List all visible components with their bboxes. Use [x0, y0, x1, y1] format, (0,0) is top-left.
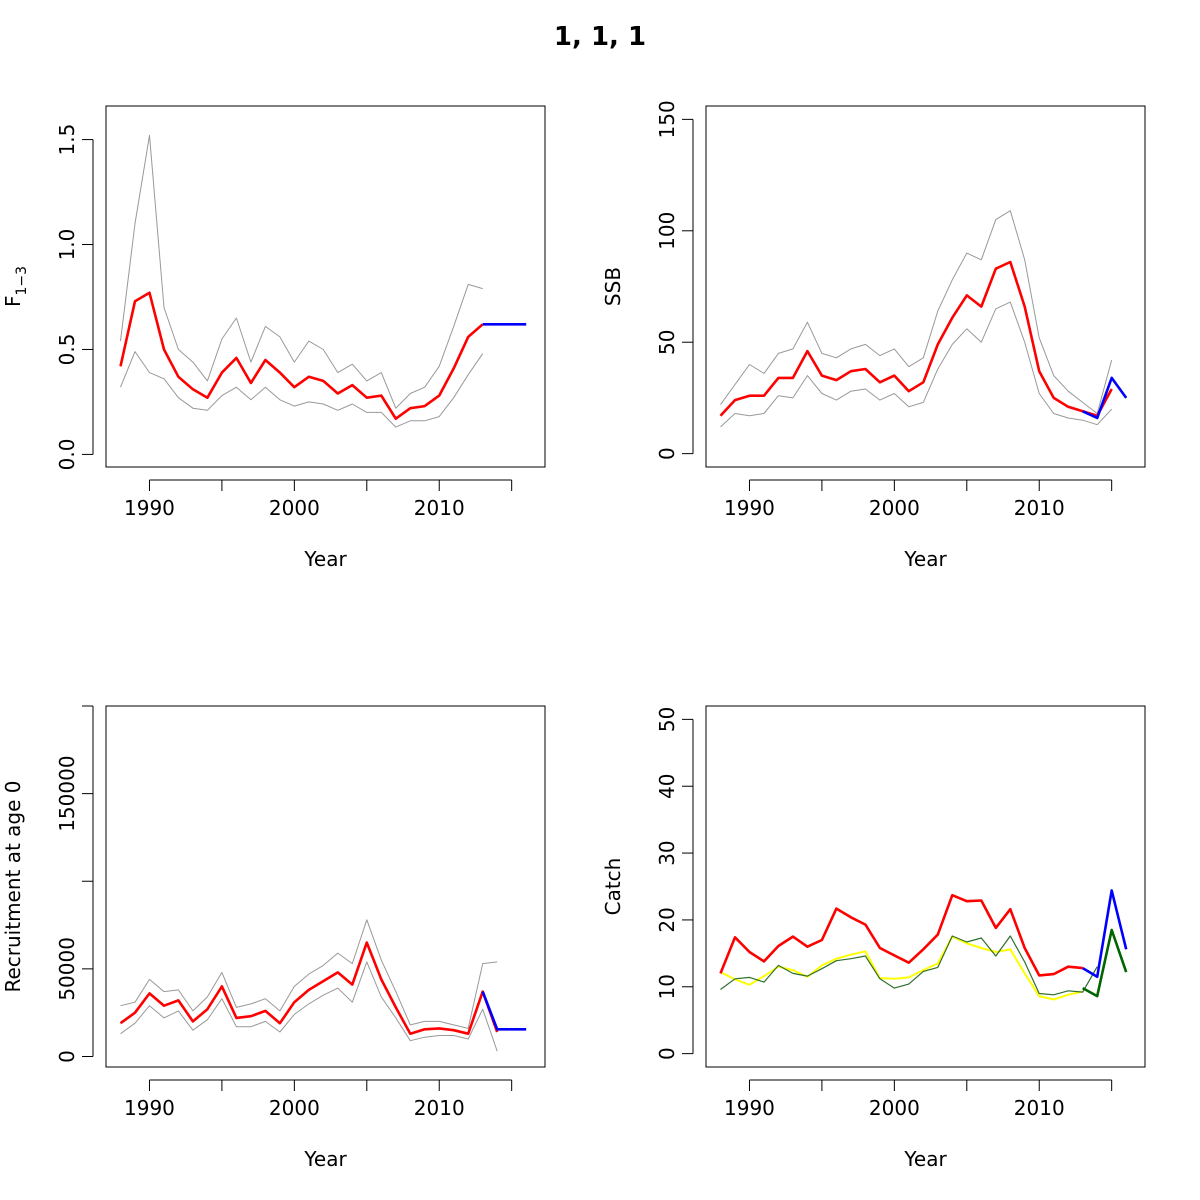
x-tick-label: 2000 [869, 496, 920, 520]
y-tick-label: 20 [655, 907, 679, 932]
plot-frame [705, 705, 1146, 1068]
x-axis-label: Year [303, 1147, 347, 1171]
x-tick-label: 2010 [414, 1096, 465, 1120]
plot-frame [705, 105, 1146, 468]
x-axis-label: Year [303, 547, 347, 571]
x-tick-label: 2000 [269, 1096, 320, 1120]
figure-title: 1, 1, 1 [553, 22, 647, 52]
y-axis-label: Recruitment at age 0 [1, 780, 25, 992]
y-axis: 0 10 20 30 40 50 Catch [601, 707, 694, 1060]
x-axis: 1990 2000 2010 Year [124, 479, 513, 571]
x-tick-label: 1990 [724, 496, 775, 520]
y-axis: 0.0 0.5 1.0 1.5 F1−3 [1, 124, 94, 471]
y-tick-label: 50 [655, 707, 679, 732]
y-axis-label-main: F [1, 296, 25, 308]
series-line-2 [720, 301, 1113, 428]
series-line-2 [120, 961, 498, 1052]
series-line-1 [720, 935, 1083, 1001]
x-tick-label: 1990 [124, 496, 175, 520]
y-tick-label: 150000 [55, 755, 79, 831]
y-axis-label: Catch [601, 858, 625, 916]
y-axis-label: SSB [601, 267, 625, 306]
y-axis: 0 50000 150000 Recruitment at age 0 [1, 705, 94, 1063]
series-line-3 [119, 291, 484, 421]
x-axis: 1990 2000 2010 Year [724, 479, 1113, 571]
series-line-4 [1082, 376, 1128, 420]
y-axis-label-main: SSB [601, 267, 625, 306]
y-tick-label: 50 [655, 329, 679, 354]
panel-1: 1990 2000 2010 Year 0.0 0.5 1.0 1.5 F1−3 [1, 105, 546, 571]
x-tick-label: 1990 [724, 1096, 775, 1120]
series-line-4 [1082, 889, 1128, 979]
panel-4: 1990 2000 2010 Year 0 10 20 30 40 50 Catch [601, 705, 1146, 1171]
series-line-4 [481, 991, 527, 1031]
y-tick-label: 40 [655, 773, 679, 798]
y-axis-label-main: Catch [601, 858, 625, 916]
x-tick-label: 2010 [1014, 1096, 1065, 1120]
x-axis-label: Year [903, 547, 947, 571]
series-line-2 [720, 935, 1098, 996]
x-tick-label: 2000 [869, 1096, 920, 1120]
x-axis: 1990 2000 2010 Year [124, 1079, 513, 1171]
y-tick-label: 0 [655, 447, 679, 460]
plot-frame [105, 105, 546, 468]
y-tick-label: 100 [655, 212, 679, 250]
plot-frame [105, 705, 546, 1068]
series-line-1 [120, 919, 498, 1029]
y-axis-label-main: Recruitment at age 0 [1, 780, 25, 992]
series-line-3 [719, 260, 1113, 418]
y-tick-label: 150 [655, 100, 679, 138]
y-tick-label: 10 [655, 974, 679, 999]
series-line-5 [1082, 928, 1128, 998]
panel-3: 1990 2000 2010 Year 0 50000 150000 Recruitment … [1, 705, 546, 1171]
series-line-3 [119, 941, 499, 1035]
x-tick-label: 2000 [269, 496, 320, 520]
series-line-1 [120, 134, 483, 409]
x-axis: 1990 2000 2010 Year [724, 1079, 1113, 1171]
y-axis-label: F1−3 [1, 266, 30, 307]
y-tick-label: 0 [655, 1047, 679, 1060]
series-line-3 [719, 893, 1083, 977]
y-tick-label: 1.5 [55, 124, 79, 156]
y-axis-label-subscript: 1−3 [14, 266, 30, 296]
y-axis: 0 50 100 150 SSB [601, 100, 694, 460]
x-axis-label: Year [903, 1147, 947, 1171]
x-tick-label: 1990 [124, 1096, 175, 1120]
x-tick-label: 2010 [414, 496, 465, 520]
y-tick-label: 30 [655, 840, 679, 865]
y-tick-label: 0 [55, 1050, 79, 1063]
x-tick-label: 2010 [1014, 496, 1065, 520]
series-line-1 [720, 210, 1113, 414]
y-tick-label: 0.5 [55, 334, 79, 366]
panel-2: 1990 2000 2010 Year 0 50 100 150 SSB [601, 100, 1146, 571]
y-tick-label: 0.0 [55, 439, 79, 471]
y-tick-label: 1.0 [55, 229, 79, 261]
series-line-2 [120, 351, 484, 428]
y-tick-label: 50000 [55, 937, 79, 1001]
